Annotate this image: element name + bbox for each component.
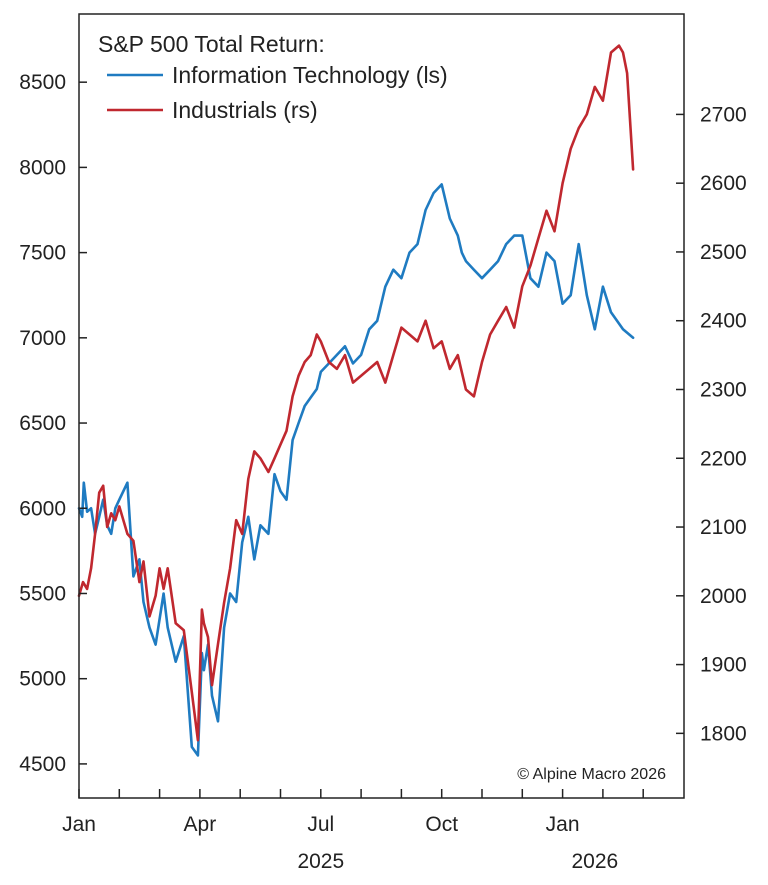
right-axis-tick-label: 2700 (700, 103, 747, 126)
left-axis-tick-label: 7500 (19, 242, 66, 265)
x-axis-tick-label: Jan (62, 813, 96, 836)
x-axis-tick-label: Apr (184, 813, 217, 836)
left-axis-tick-label: 7000 (19, 327, 66, 350)
series-line-industrials (77, 44, 635, 742)
left-axis-tick-label: 4500 (19, 753, 66, 776)
x-axis-tick-label: Jul (307, 813, 334, 836)
x-axis-year-label: 2025 (297, 850, 344, 873)
x-axis-tick-label: Jan (546, 813, 580, 836)
right-axis-tick-label: 2300 (700, 378, 747, 401)
legend-label-information-technology: Information Technology (ls) (172, 62, 448, 88)
left-axis-tick-label: 6500 (19, 412, 66, 435)
left-axis-tick-label: 8000 (19, 156, 66, 179)
right-axis-tick-label: 2600 (700, 172, 747, 195)
right-axis-tick-label: 2500 (700, 241, 747, 264)
right-axis-tick-label: 1900 (700, 654, 747, 677)
right-axis-tick-label: 2200 (700, 447, 747, 470)
chart-title: S&P 500 Total Return: (98, 31, 325, 57)
axis-layer: 4500 5000 5500 6000 6500 7000 7500 8000 8500 1800… (19, 71, 746, 873)
right-axis-tick-label: 1800 (700, 722, 747, 745)
plot-frame (78, 13, 685, 799)
series-layer (77, 44, 635, 757)
series-line-information-technology (77, 183, 635, 757)
right-axis-tick-label: 2100 (700, 516, 747, 539)
left-axis-tick-label: 5500 (19, 582, 66, 605)
x-axis-year-label: 2026 (571, 850, 618, 873)
left-axis-tick-label: 5000 (19, 668, 66, 691)
left-axis-tick-label: 8500 (19, 71, 66, 94)
x-axis-tick-label: Oct (425, 813, 458, 836)
left-axis-tick-label: 6000 (19, 497, 66, 520)
legend: S&P 500 Total Return: Information Techno… (98, 31, 448, 123)
copyright-note: © Alpine Macro 2026 (517, 766, 666, 783)
right-axis-tick-label: 2400 (700, 310, 747, 333)
legend-label-industrials: Industrials (rs) (172, 97, 318, 123)
right-axis-tick-label: 2000 (700, 585, 747, 608)
